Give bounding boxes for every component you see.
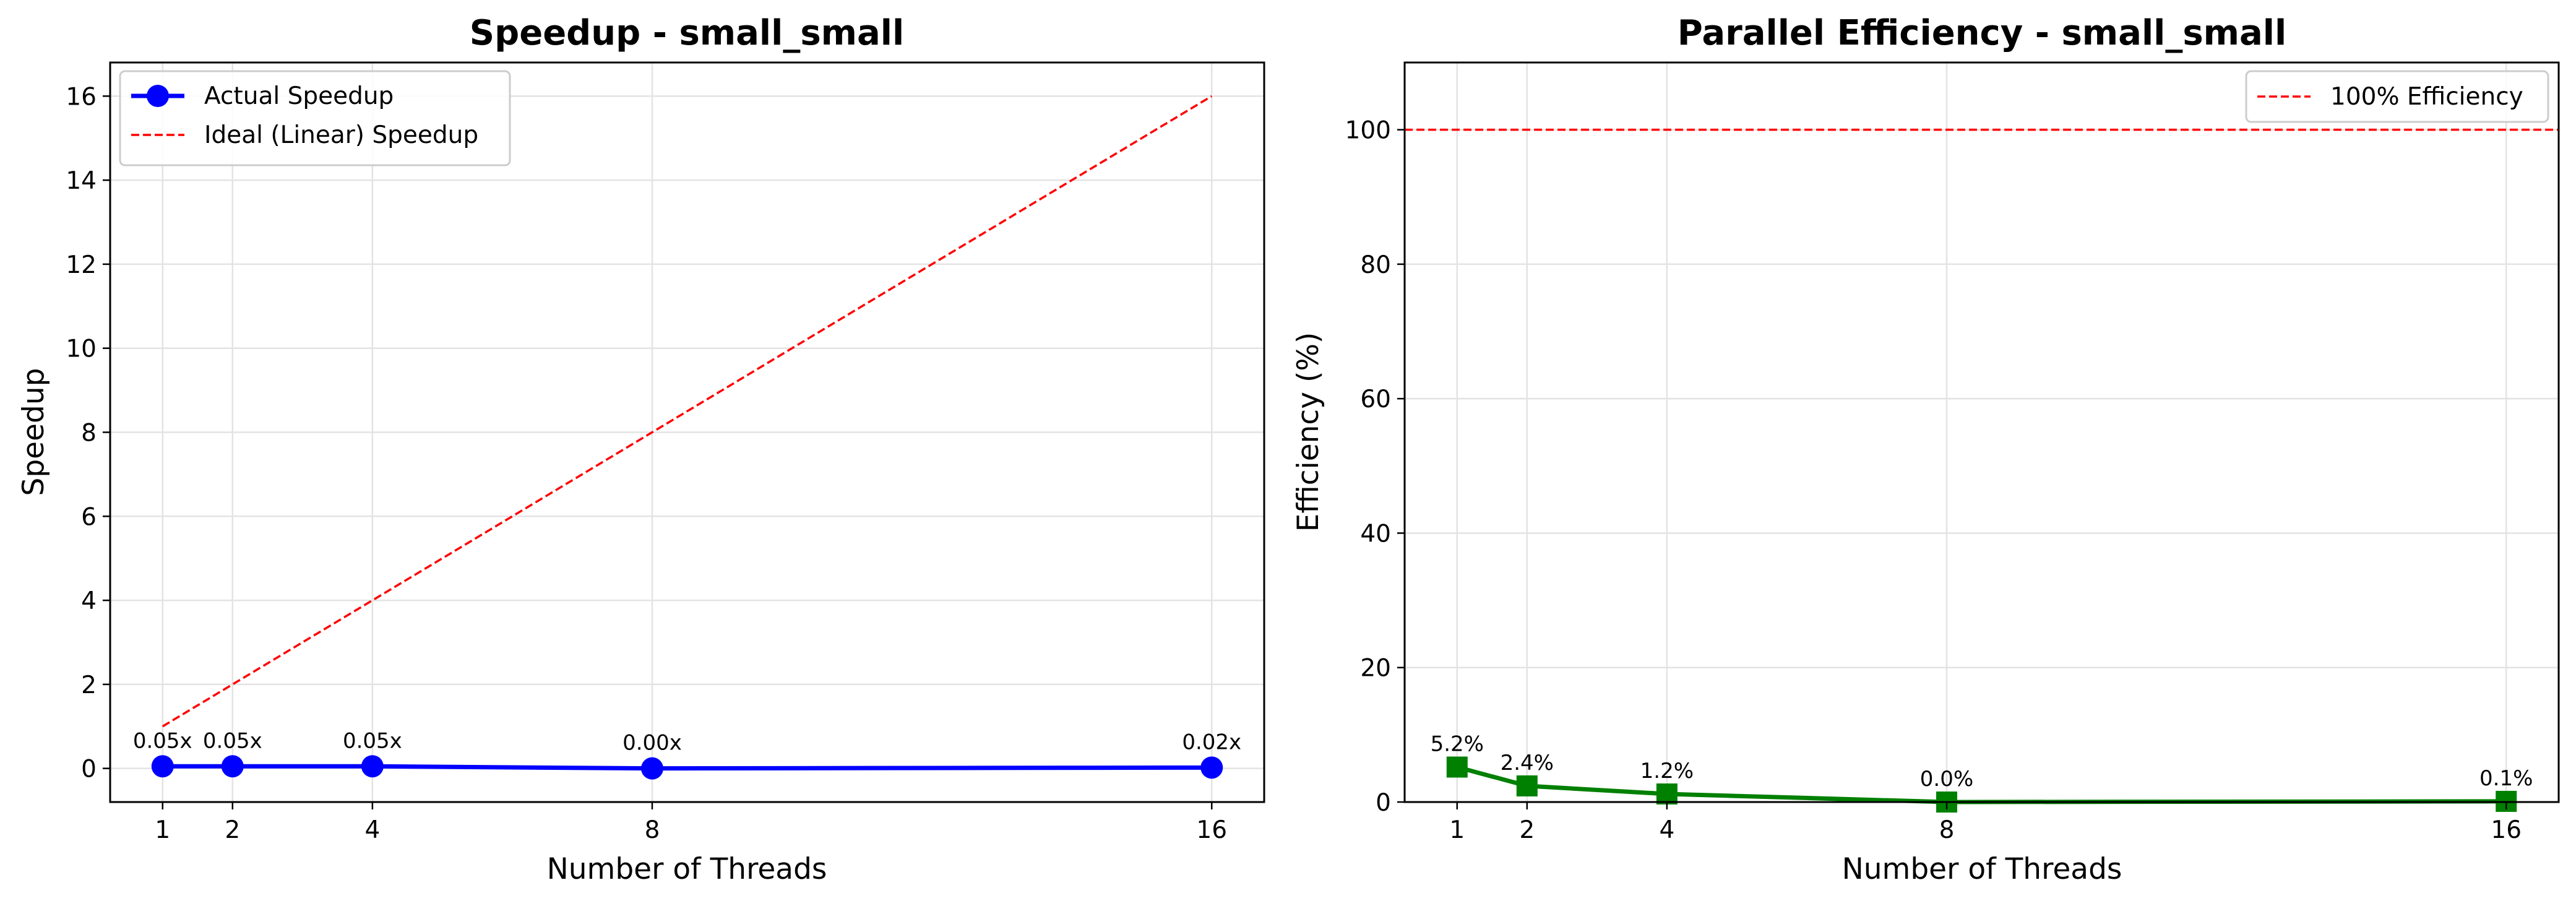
x-tick-label: 8	[1939, 816, 1955, 844]
y-tick-label: 2	[81, 671, 97, 699]
y-tick-label: 80	[1360, 251, 1391, 279]
efficiency-data-label: 0.1%	[2479, 766, 2533, 791]
speedup-legend: Actual Speedup Ideal (Linear) Speedup	[119, 70, 511, 166]
speedup-chart: Speedup - small_small 0.05x 0.05x 0.05x 0.0…	[17, 13, 1265, 886]
x-tick-label: 2	[1519, 816, 1535, 844]
efficiency-chart: Parallel Efficiency - small_small 5.2% 2.…	[1291, 13, 2560, 886]
efficiency-data-label: 5.2%	[1431, 732, 1484, 757]
efficiency-plot-frame	[1403, 61, 2560, 803]
efficiency-data-label: 2.4%	[1501, 751, 1554, 775]
x-tick-label: 16	[1196, 816, 1227, 844]
y-tick-label: 4	[81, 587, 97, 615]
x-tick-label: 8	[645, 816, 660, 844]
actual-speedup-point	[361, 755, 384, 778]
efficiency-data-label: 1.2%	[1640, 759, 1694, 783]
y-tick-label: 60	[1360, 386, 1391, 413]
speedup-chart-title: Speedup - small_small	[470, 13, 904, 53]
ideal-speedup-line	[162, 95, 1213, 728]
actual-speedup-point	[1200, 756, 1223, 779]
efficiency-data-labels: 5.2% 2.4% 1.2% 0.0% 0.1%	[1431, 732, 2533, 792]
speedup-x-axis-label: Number of Threads	[547, 852, 827, 886]
y-tick-label: 0	[81, 756, 97, 783]
efficiency-data-label: 0.0%	[1920, 767, 1973, 792]
efficiency-x-axis: 1 2 4 8 16	[1449, 802, 2522, 844]
y-tick-label: 14	[66, 167, 97, 195]
efficiency-chart-title: Parallel Efficiency - small_small	[1678, 13, 2286, 53]
y-tick-label: 0	[1376, 789, 1391, 817]
y-tick-label: 10	[66, 335, 97, 363]
x-tick-label: 4	[1659, 816, 1674, 844]
efficiency-point	[1516, 775, 1538, 796]
legend-reference-label: 100% Efficiency	[2330, 83, 2523, 111]
efficiency-legend-box	[2245, 70, 2549, 123]
speedup-x-axis: 1 2 4 8 16	[155, 802, 1227, 844]
efficiency-legend: 100% Efficiency	[2245, 70, 2549, 123]
y-tick-label: 12	[66, 251, 97, 279]
actual-speedup-point	[221, 755, 244, 778]
x-tick-label: 2	[225, 816, 240, 844]
y-tick-label: 20	[1360, 655, 1391, 683]
speedup-actual-series	[151, 755, 1223, 780]
actual-speedup-point	[151, 755, 174, 778]
legend-actual-marker	[147, 85, 169, 107]
speedup-data-label: 0.02x	[1182, 730, 1241, 754]
efficiency-y-axis-label: Efficiency (%)	[1291, 332, 1325, 532]
y-tick-label: 40	[1360, 520, 1391, 548]
speedup-data-label: 0.05x	[203, 728, 262, 753]
actual-speedup-point	[640, 757, 663, 780]
x-tick-label: 16	[2491, 816, 2522, 844]
y-tick-label: 8	[81, 420, 97, 447]
y-tick-label: 16	[66, 83, 97, 111]
speedup-data-label: 0.00x	[622, 731, 682, 756]
y-tick-label: 6	[81, 503, 97, 531]
speedup-y-axis-label: Speedup	[17, 368, 51, 496]
actual-speedup-line	[162, 764, 1212, 771]
x-tick-label: 1	[155, 816, 170, 844]
x-tick-label: 4	[364, 816, 380, 844]
x-tick-label: 1	[1449, 816, 1465, 844]
speedup-data-label: 0.05x	[343, 728, 402, 753]
efficiency-point	[1446, 756, 1468, 778]
efficiency-y-axis: 0 20 40 60 80 100	[1345, 117, 1405, 817]
legend-ideal-label: Ideal (Linear) Speedup	[204, 121, 478, 149]
speedup-y-axis: 0 2 4 6 8 10 12 14 16	[66, 83, 110, 783]
speedup-legend-box	[119, 70, 511, 166]
speedup-data-labels: 0.05x 0.05x 0.05x 0.00x 0.02x	[133, 728, 1241, 755]
efficiency-x-axis-label: Number of Threads	[1842, 852, 2122, 886]
efficiency-point	[1656, 783, 1678, 805]
legend-actual-label: Actual Speedup	[204, 82, 394, 110]
speedup-data-label: 0.05x	[133, 728, 192, 753]
speedup-ideal-series	[162, 95, 1213, 728]
y-tick-label: 100	[1345, 117, 1391, 145]
